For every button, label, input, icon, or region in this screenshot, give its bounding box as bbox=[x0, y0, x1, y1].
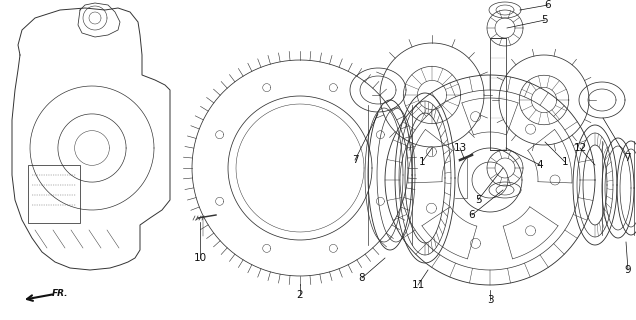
Text: 9: 9 bbox=[625, 265, 632, 275]
Text: 5: 5 bbox=[474, 195, 481, 205]
Text: 6: 6 bbox=[544, 0, 551, 10]
Bar bbox=[490, 38, 506, 150]
Text: 5: 5 bbox=[542, 15, 548, 25]
Text: 6: 6 bbox=[469, 210, 475, 220]
Text: FR.: FR. bbox=[52, 289, 69, 298]
Text: 3: 3 bbox=[487, 295, 494, 305]
Text: 12: 12 bbox=[574, 143, 586, 153]
Text: 1: 1 bbox=[562, 157, 569, 167]
Text: 1: 1 bbox=[418, 157, 425, 167]
Text: 11: 11 bbox=[411, 280, 425, 290]
Text: 4: 4 bbox=[537, 160, 543, 170]
Text: 7: 7 bbox=[624, 153, 630, 163]
Bar bbox=[28, 165, 80, 223]
Text: 13: 13 bbox=[453, 143, 467, 153]
Text: 8: 8 bbox=[359, 273, 365, 283]
Text: 10: 10 bbox=[193, 253, 207, 263]
Text: 2: 2 bbox=[296, 290, 303, 300]
Text: 7: 7 bbox=[352, 155, 358, 165]
